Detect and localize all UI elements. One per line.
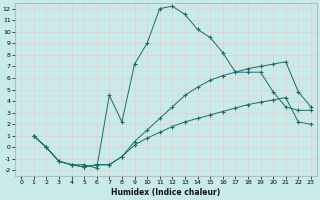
X-axis label: Humidex (Indice chaleur): Humidex (Indice chaleur) (111, 188, 221, 197)
